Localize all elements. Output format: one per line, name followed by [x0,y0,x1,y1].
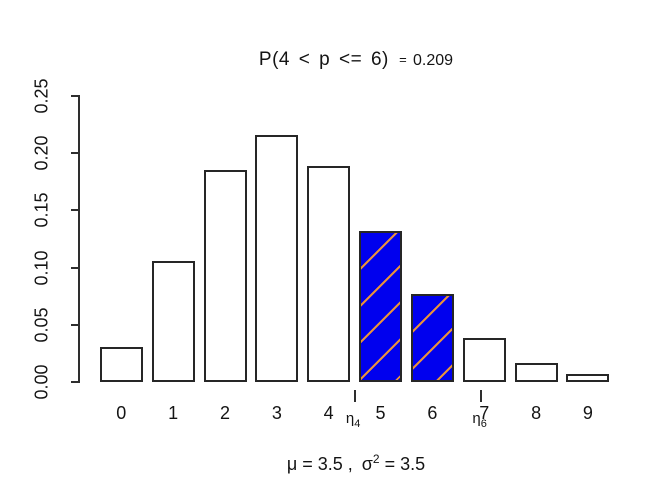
x-tick-label-7: 7 [479,403,490,423]
x-tick-label-4: 4 [323,403,334,423]
y-axis-line [78,95,80,383]
y-tick-label-0.10: 0.10 [31,250,52,286]
sigma-parameter: σ2 = 3.5 [361,452,426,474]
x-tick-label-1: 1 [168,403,179,423]
bar-9 [566,374,610,382]
bar-4 [307,166,351,382]
y-tick-label-0.20: 0.20 [31,135,52,171]
bar-5 [359,230,403,382]
eta-6-label: η6 [472,410,487,430]
x-tick-label-2: 2 [219,403,231,423]
probability-value: 0.209 [413,52,454,69]
distribution-parameters: μ = 3.5 , σ2 = 3.5 [79,452,633,475]
y-tick-0.10 [71,266,79,269]
y-tick-0.00 [71,381,79,383]
x-tick-label-8: 8 [531,403,542,423]
x-tick-label-3: 3 [271,403,282,423]
bar-0 [99,347,143,382]
bar-7 [462,337,506,382]
y-tick-label-0.00: 0.00 [31,364,52,400]
bar-2 [203,170,247,382]
y-tick-0.15 [71,209,79,212]
bar-1 [151,261,195,382]
bar-3 [255,135,299,382]
y-tick-label-0.15: 0.15 [31,192,52,228]
x-tick-label-9: 9 [582,403,593,423]
eta-4-label: η4 [345,410,361,430]
bar-6 [410,293,454,382]
x-tick-label-0: 0 [116,403,127,423]
y-tick-label-0.05: 0.05 [31,307,52,343]
y-tick-0.20 [71,152,79,155]
y-tick-0.25 [71,95,79,97]
eta-4-tick [353,390,356,402]
plot-title: P(4 < p <= 6) = 0.209 [79,49,633,71]
equals-sign: = [399,52,407,67]
eta-6-tick [480,390,483,402]
y-tick-0.05 [71,323,79,326]
x-tick-label-6: 6 [427,403,438,423]
mu-parameter: μ = 3.5 , [286,454,353,474]
x-tick-label-5: 5 [375,403,386,423]
bar-8 [514,362,558,382]
probability-expression: P(4 < p <= 6) [258,49,389,70]
y-tick-label-0.25: 0.25 [31,78,52,114]
